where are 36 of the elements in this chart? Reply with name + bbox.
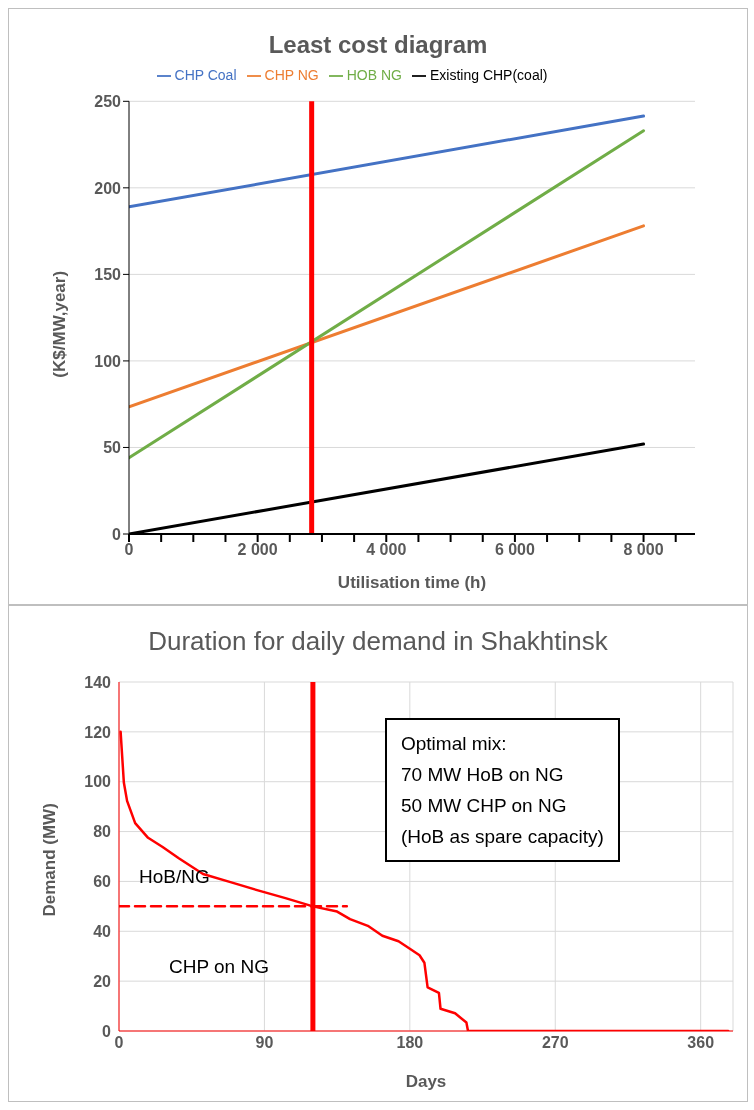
chart-title: Duration for daily demand in Shakhtinsk [147,625,609,658]
legend-label: CHP NG [264,67,319,83]
y-tick-label: 250 [94,92,122,110]
x-tick-label: 270 [541,1034,569,1052]
legend-label: CHP Coal [174,67,237,83]
y-tick-label: 150 [94,266,122,284]
y-tick-label: 40 [93,922,112,940]
y-axis-title: Demand (MW) [40,803,60,917]
y-tick-label: 0 [102,1022,112,1040]
x-tick-label: 2 000 [237,541,278,559]
note-box: Optimal mix: 70 MW HoB on NG 50 MW CHP on NG (HoB as spare capacity) [385,718,620,862]
y-tick-label: 120 [84,723,112,741]
y-tick-label: 80 [93,823,112,841]
x-tick-label: 180 [396,1034,424,1052]
annotation: HoB/NG [139,866,210,888]
y-axis-title: (K$/MW,year) [50,270,70,378]
y-tick-label: 60 [93,873,112,891]
x-tick-label: 90 [255,1034,274,1052]
y-tick-label: 20 [93,972,112,990]
x-tick-label: 8 000 [623,541,664,559]
y-tick-label: 0 [112,525,122,543]
y-tick-label: 100 [94,352,122,370]
x-tick-label: 4 000 [366,541,407,559]
annotation: CHP on NG [169,956,269,978]
x-axis-title: Utilisation time (h) [337,573,487,592]
legend-label: HOB NG [346,67,402,83]
chart-title: Least cost diagram [268,31,488,58]
y-tick-label: 50 [103,439,122,457]
x-tick-label: 6 000 [494,541,536,559]
x-tick-label: 0 [124,541,134,559]
y-tick-label: 140 [84,673,112,691]
y-tick-label: 200 [94,179,122,197]
legend-label: Existing CHP(coal) [429,67,548,83]
x-tick-label: 360 [687,1034,715,1052]
y-tick-label: 100 [84,773,112,791]
x-axis-title: Days [405,1072,447,1091]
